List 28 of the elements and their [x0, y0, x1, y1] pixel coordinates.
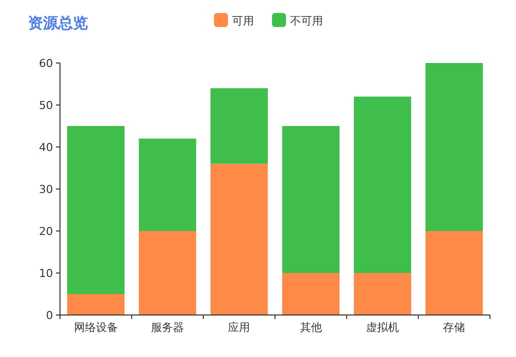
bar [426, 63, 483, 231]
legend-label: 可用 [232, 14, 254, 28]
bar [67, 126, 124, 294]
x-tick-label: 服务器 [151, 321, 184, 334]
x-tick-label: 其他 [300, 321, 322, 334]
bar [138, 138, 196, 231]
y-tick-label: 10 [39, 267, 53, 280]
legend-label: 不可用 [290, 14, 323, 28]
bar [282, 273, 340, 315]
bar [354, 273, 412, 315]
bar [354, 96, 412, 273]
x-tick-label: 网络设备 [74, 321, 118, 334]
chart-title: 资源总览 [28, 14, 88, 32]
bar [282, 126, 340, 273]
x-tick-label: 应用 [228, 321, 250, 334]
bar [210, 164, 268, 315]
y-tick-label: 20 [39, 225, 53, 238]
y-tick-label: 50 [39, 99, 53, 112]
x-tick-label: 虚拟机 [366, 321, 399, 334]
bar [210, 88, 268, 164]
bar [67, 294, 124, 315]
x-tick-label: 存储 [443, 321, 466, 334]
bar [138, 231, 196, 315]
y-tick-label: 60 [39, 57, 53, 70]
y-tick-label: 0 [46, 309, 53, 322]
y-tick-label: 30 [39, 183, 53, 196]
y-tick-label: 40 [39, 141, 53, 154]
bar [426, 231, 483, 315]
